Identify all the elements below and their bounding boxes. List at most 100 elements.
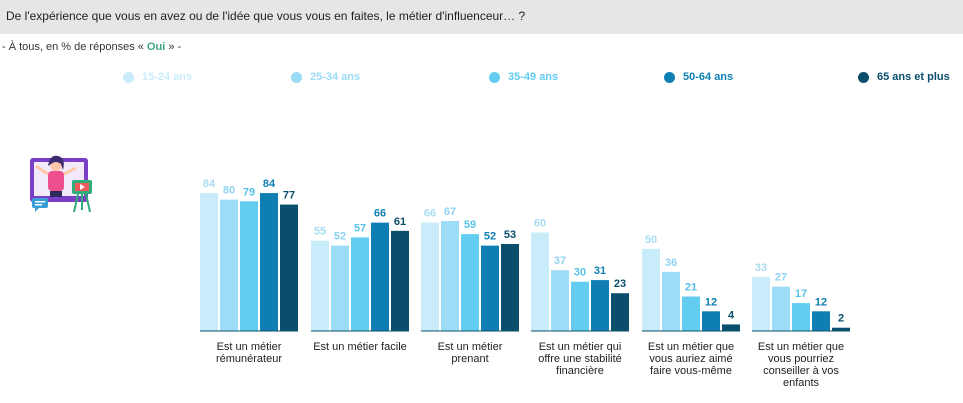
data-label: 79: [243, 186, 255, 198]
bar: [351, 237, 369, 331]
data-label: 77: [283, 190, 295, 202]
category-label: Est un métier que vous auriez aimé faire v…: [648, 341, 734, 377]
bar: [551, 270, 569, 331]
category-label-line: offre une stabilité: [538, 353, 622, 365]
bar: [792, 303, 810, 331]
category-label: Est un métier qui offre une stabilité fina…: [538, 341, 622, 377]
legend-label: 25-34 ans: [310, 71, 361, 83]
data-label: 66: [424, 208, 436, 220]
bar: [722, 324, 740, 331]
bar: [591, 280, 609, 331]
legend-dot: [664, 71, 675, 83]
data-label: 33: [755, 262, 767, 274]
data-label: 2: [838, 313, 844, 325]
category-label-line: Est un métier qui: [539, 341, 622, 353]
bar: [642, 248, 660, 331]
data-label: 21: [685, 282, 697, 294]
subtitle-suffix: » -: [165, 41, 182, 53]
bar: [531, 232, 549, 331]
category-label: Est un métier facile: [313, 341, 407, 353]
subtitle: - À tous, en % de réponses « Oui » -: [2, 41, 181, 53]
category-label-line: conseiller à vos: [763, 365, 839, 377]
category-label-line: financière: [556, 365, 604, 377]
data-label: 50: [645, 234, 657, 246]
category-label-line: faire vous-même: [650, 365, 732, 377]
bar: [611, 293, 629, 331]
category-label-line: Est un métier: [438, 341, 503, 353]
bar: [371, 222, 389, 331]
bar: [200, 193, 218, 331]
bar: [311, 240, 329, 331]
legend-label: 50-64 ans: [683, 71, 734, 83]
category-label: Est un métier rémunérateur: [216, 341, 282, 365]
category-label-line: rémunérateur: [216, 353, 282, 365]
data-label: 12: [815, 296, 827, 308]
subtitle-prefix: - À tous, en % de réponses «: [2, 41, 147, 53]
data-label: 60: [534, 217, 546, 229]
bar: [441, 220, 459, 331]
legend-item-15-24: 15-24 ans: [123, 71, 192, 83]
data-label: 36: [665, 257, 677, 269]
legend-label: 65 ans et plus: [877, 71, 950, 83]
subtitle-highlight: Oui: [146, 41, 166, 53]
category-label-line: vous auriez aimé: [649, 353, 732, 365]
bar: [391, 230, 409, 331]
bar: [331, 245, 349, 331]
data-label: 31: [594, 265, 606, 277]
category-label-line: prenant: [451, 353, 488, 365]
bar: [501, 243, 519, 331]
legend-item-25-34: 25-34 ans: [291, 71, 360, 83]
data-label: 37: [554, 255, 566, 267]
data-label: 30: [574, 267, 586, 279]
data-label: 52: [484, 231, 496, 243]
bar: [702, 311, 720, 331]
bar: [240, 201, 258, 331]
legend-dot: [489, 71, 500, 83]
legend-item-65-plus: 65 ans et plus: [858, 71, 950, 83]
bar: [682, 296, 700, 331]
legend-dot: [123, 71, 134, 83]
data-label: 61: [394, 216, 406, 228]
data-label: 67: [444, 206, 456, 218]
data-label: 23: [614, 278, 626, 290]
data-label: 66: [374, 208, 386, 220]
bar: [461, 234, 479, 331]
category-label-line: Est un métier: [217, 341, 282, 353]
bar: [481, 245, 499, 331]
data-label: 57: [354, 222, 366, 234]
data-label: 55: [314, 226, 326, 238]
bar: [832, 327, 850, 331]
data-label: 53: [504, 229, 516, 241]
legend-label: 15-24 ans: [142, 71, 193, 83]
question-header: De l'expérience que vous en avez ou de l…: [0, 0, 963, 34]
category-label-line: Est un métier que: [758, 341, 844, 353]
data-label: 17: [795, 288, 807, 300]
bar: [220, 199, 238, 331]
data-label: 84: [203, 178, 216, 190]
data-label: 27: [775, 272, 787, 284]
data-label: 59: [464, 219, 476, 231]
legend-label: 35-49 ans: [508, 71, 559, 83]
bar: [571, 281, 589, 331]
legend-dot: [858, 71, 869, 83]
category-label-line: vous pourriez: [768, 353, 834, 365]
legend-item-35-49: 35-49 ans: [489, 71, 558, 83]
data-label: 4: [728, 309, 735, 321]
data-label: 84: [263, 178, 276, 190]
category-label: Est un métier que vous pourriez conseiller…: [758, 341, 844, 389]
question-text: De l'expérience que vous en avez ou de l…: [6, 9, 526, 23]
legend-item-50-64: 50-64 ans: [664, 71, 733, 83]
bar: [260, 193, 278, 331]
bar: [752, 276, 770, 331]
bar: [280, 204, 298, 331]
data-label: 80: [223, 185, 235, 197]
category-label-line: Est un métier que: [648, 341, 734, 353]
bar: [812, 311, 830, 331]
data-label: 52: [334, 231, 346, 243]
bar: [662, 271, 680, 331]
bar: [421, 222, 439, 331]
category-label-line: Est un métier facile: [313, 341, 407, 353]
category-label-line: enfants: [783, 377, 820, 389]
legend-dot: [291, 71, 302, 83]
